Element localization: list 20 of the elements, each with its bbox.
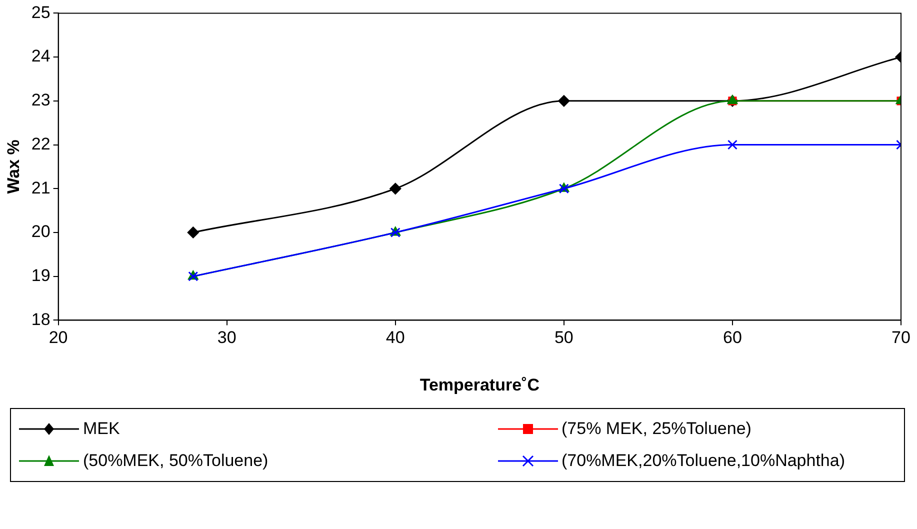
y-tick-label: 22	[31, 134, 50, 154]
x-tick-label: 60	[723, 328, 742, 348]
y-axis-title: Wax %	[4, 140, 23, 194]
y-tick-label: 23	[31, 90, 50, 110]
legend-label: MEK	[83, 419, 120, 439]
y-tick-label: 18	[31, 310, 50, 329]
legend-label: (75% MEK, 25%Toluene)	[562, 419, 752, 439]
x-tick-label: 50	[554, 328, 574, 348]
y-tick-label: 25	[31, 2, 50, 22]
y-tick-label: 21	[31, 178, 50, 198]
legend-label: (70%MEK,20%Toluene,10%Naphtha)	[562, 451, 846, 471]
y-tick-label: 20	[31, 222, 50, 242]
legend-label: (50%MEK, 50%Toluene)	[83, 451, 268, 471]
y-tick-label: 24	[31, 46, 50, 66]
x-axis-title: Temperature˚C	[420, 375, 540, 394]
x-tick-label: 20	[48, 328, 68, 348]
x-tick-label: 70	[892, 328, 910, 348]
y-tick-label: 19	[31, 266, 50, 286]
x-tick-label: 40	[386, 328, 405, 348]
x-tick-label: 30	[217, 328, 236, 348]
